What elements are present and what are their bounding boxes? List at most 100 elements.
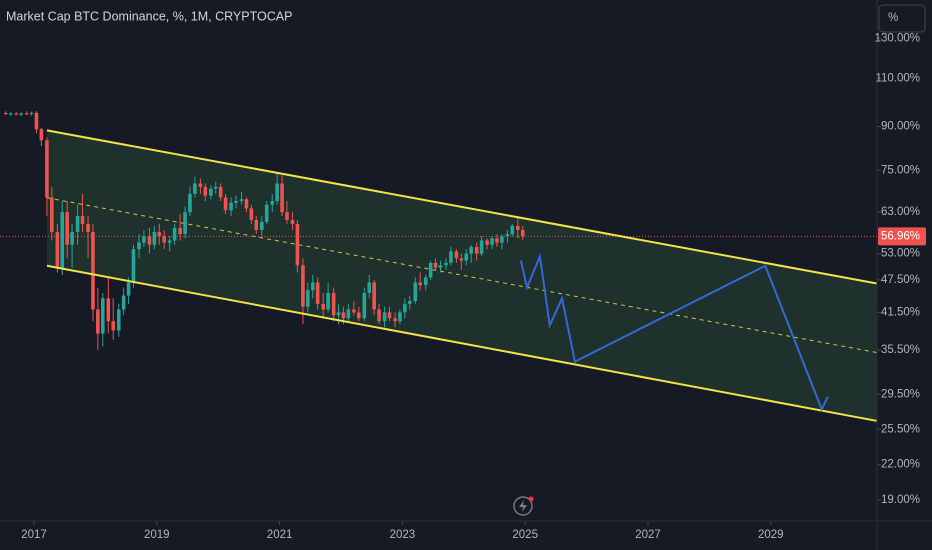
candle-body: [326, 292, 330, 310]
candle-body: [346, 309, 351, 319]
candle-body: [45, 140, 49, 198]
candle-body: [203, 186, 208, 196]
candle-body: [223, 197, 228, 211]
candle-body: [121, 295, 126, 310]
plot-area: [0, 111, 878, 422]
scale-button[interactable]: [878, 4, 926, 33]
candle-body: [152, 232, 157, 245]
y-tick-label: 90.00%: [881, 121, 920, 133]
candle-body: [80, 216, 85, 224]
candle-body: [315, 282, 320, 304]
candle-body: [218, 186, 223, 198]
candle-body: [500, 236, 504, 243]
candle-body: [377, 309, 381, 322]
candle-body: [3, 113, 8, 115]
replay-icon[interactable]: [513, 496, 534, 516]
candle-body: [423, 277, 428, 286]
candle-body: [444, 262, 448, 266]
candle-body: [367, 282, 372, 293]
candle-body: [244, 199, 249, 209]
candle-body: [516, 225, 520, 230]
candle-body: [209, 188, 213, 196]
candle-body: [474, 246, 479, 254]
candle-body: [91, 232, 95, 310]
x-tick-label: 2021: [267, 529, 293, 541]
candle-body: [157, 232, 162, 237]
last-price-box: [878, 227, 926, 246]
candle-body: [301, 265, 305, 307]
candle-body: [520, 229, 525, 237]
candle-body: [469, 246, 473, 254]
candle-body: [106, 298, 111, 322]
x-tick-label: 2023: [390, 529, 416, 541]
y-tick-label: 29.50%: [881, 388, 920, 400]
candle-body: [50, 197, 54, 233]
y-tick-label: 22.00%: [881, 459, 920, 471]
candle-body: [310, 282, 315, 291]
channel-fill: [46, 130, 877, 421]
candle-body: [510, 225, 515, 235]
candle-body: [19, 113, 23, 115]
scale-button-label[interactable]: %: [888, 12, 898, 24]
candle-body: [65, 212, 69, 245]
candle-body: [382, 312, 387, 322]
x-tick-label: 2027: [635, 529, 661, 541]
candle-body: [485, 240, 489, 245]
x-tick-label: 2029: [758, 529, 784, 541]
candle-body: [264, 204, 269, 222]
candle-body: [60, 212, 65, 268]
y-tick-label: 75.00%: [881, 164, 920, 176]
x-tick-label: 2017: [21, 529, 47, 541]
candle-body: [234, 201, 238, 203]
candle-body: [336, 312, 341, 316]
candle-body: [213, 186, 218, 189]
candle-body: [393, 318, 397, 322]
chart-title: Market Cap BTC Dominance, %, 1M, CRYPTOC…: [6, 9, 292, 23]
candle-body: [96, 309, 100, 334]
y-tick-label: 53.00%: [881, 248, 920, 260]
candle-body: [280, 183, 284, 213]
candle-body: [418, 282, 423, 286]
candle-body: [14, 113, 19, 115]
y-tick-label: 35.50%: [881, 344, 920, 356]
candle-body: [29, 112, 34, 114]
candle-body: [331, 292, 336, 316]
channel-upper-line: [46, 129, 878, 285]
candle-body: [403, 303, 407, 313]
candle-body: [490, 238, 494, 245]
candle-body: [8, 113, 13, 115]
candle-body: [495, 238, 499, 243]
candle-body: [75, 216, 80, 233]
candle-body: [249, 208, 254, 220]
y-tick-label: 63.00%: [881, 206, 920, 218]
candle-body: [167, 240, 172, 243]
candle-body: [147, 236, 152, 245]
candle-body: [126, 282, 131, 296]
y-tick-label: 110.00%: [875, 72, 920, 84]
candle-body: [111, 321, 116, 331]
x-tick-label: 2019: [144, 529, 170, 541]
candle-body: [39, 129, 44, 141]
candle-body: [357, 312, 361, 319]
candle-body: [142, 236, 146, 243]
candle-body: [479, 240, 484, 254]
candle-body: [321, 303, 325, 310]
x-tick-label: 2025: [512, 529, 538, 541]
candle-body: [193, 183, 197, 194]
candle-body: [362, 292, 367, 319]
candle-body: [295, 223, 300, 266]
candle-body: [70, 232, 74, 245]
candle-body: [239, 199, 244, 202]
candle-body: [454, 251, 459, 259]
candle-body: [459, 258, 464, 261]
candle-body: [341, 312, 346, 319]
candle-body: [172, 227, 177, 241]
candle-body: [34, 112, 39, 130]
candle-body: [449, 251, 453, 263]
candle-body: [306, 290, 310, 307]
projection-line: [519, 252, 829, 412]
candle-body: [428, 262, 433, 278]
